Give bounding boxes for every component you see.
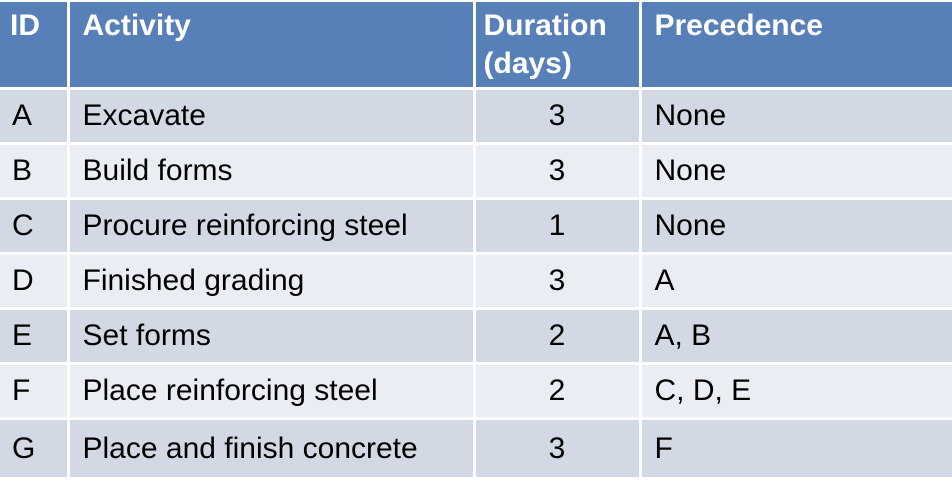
cell-duration: 1 — [472, 197, 642, 255]
cell-activity: Set forms — [66, 307, 476, 365]
cell-activity: Excavate — [66, 87, 476, 145]
cell-id: B — [0, 142, 70, 200]
column-header-id: ID — [0, 0, 70, 90]
cell-activity: Finished grading — [66, 252, 476, 310]
cell-activity: Build forms — [66, 142, 476, 200]
cell-precedence: None — [638, 142, 952, 200]
table-row: F Place reinforcing steel 2 C, D, E — [0, 362, 952, 420]
cell-id: D — [0, 252, 70, 310]
column-header-activity: Activity — [66, 0, 476, 90]
activity-precedence-table: ID Activity Duration (days) Precedence A… — [0, 0, 952, 477]
cell-duration: 2 — [472, 362, 642, 420]
cell-precedence: A, B — [638, 307, 952, 365]
cell-precedence: A — [638, 252, 952, 310]
cell-precedence: None — [638, 197, 952, 255]
table-body: A Excavate 3 None B Build forms 3 None C… — [0, 87, 952, 477]
table-row: B Build forms 3 None — [0, 142, 952, 200]
table-row: D Finished grading 3 A — [0, 252, 952, 310]
cell-id: C — [0, 197, 70, 255]
table-row: A Excavate 3 None — [0, 87, 952, 145]
cell-precedence: C, D, E — [638, 362, 952, 420]
table-row: C Procure reinforcing steel 1 None — [0, 197, 952, 255]
cell-id: E — [0, 307, 70, 365]
header-row: ID Activity Duration (days) Precedence — [0, 0, 952, 90]
table-row: G Place and finish concrete 3 F — [0, 417, 952, 477]
cell-precedence: None — [638, 87, 952, 145]
column-header-duration: Duration (days) — [472, 0, 642, 90]
cell-activity: Place and finish concrete — [66, 417, 476, 477]
cell-duration: 3 — [472, 142, 642, 200]
cell-id: F — [0, 362, 70, 420]
cell-id: A — [0, 87, 70, 145]
cell-activity: Place reinforcing steel — [66, 362, 476, 420]
cell-duration: 2 — [472, 307, 642, 365]
column-header-precedence: Precedence — [638, 0, 952, 90]
cell-duration: 3 — [472, 87, 642, 145]
table-row: E Set forms 2 A, B — [0, 307, 952, 365]
table-header: ID Activity Duration (days) Precedence — [0, 0, 952, 90]
cell-id: G — [0, 417, 70, 477]
cell-activity: Procure reinforcing steel — [66, 197, 476, 255]
cell-precedence: F — [638, 417, 952, 477]
cell-duration: 3 — [472, 417, 642, 477]
cell-duration: 3 — [472, 252, 642, 310]
